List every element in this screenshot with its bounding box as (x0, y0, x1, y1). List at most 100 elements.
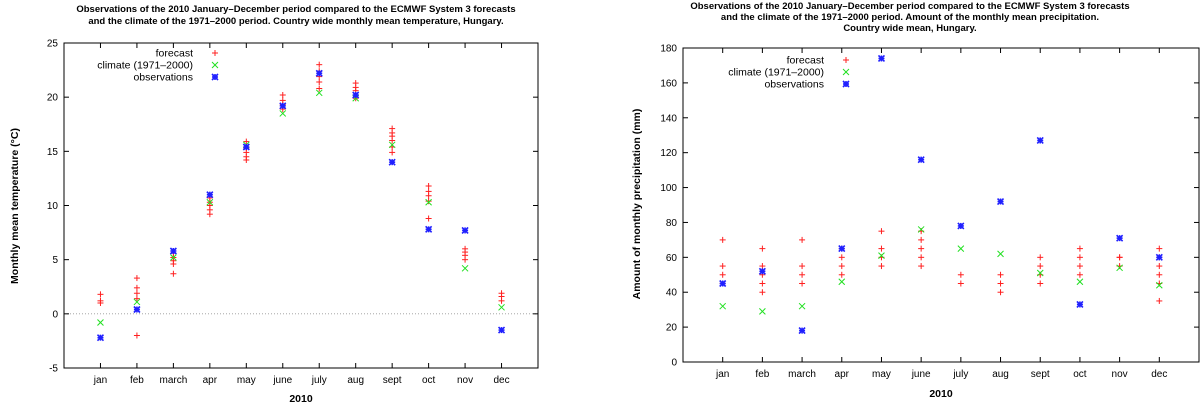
x-tick-label: march (788, 369, 816, 380)
x-tick-label: july (952, 369, 968, 380)
data-point-plus (97, 291, 104, 298)
y-tick-label: 10 (47, 201, 59, 212)
data-point-plus (918, 263, 925, 270)
data-point-star (206, 191, 214, 199)
data-point-plus (838, 263, 845, 270)
data-point-cross (759, 308, 766, 315)
plot-frame (63, 42, 539, 369)
x-tick-label: may (872, 369, 891, 380)
y-tick-label: 40 (666, 288, 678, 299)
x-tick-label: jan (715, 369, 729, 380)
legend-label: climate (1971–2000) (728, 67, 824, 79)
data-point-plus (1037, 254, 1044, 261)
data-point-plus (878, 245, 885, 252)
data-point-plus (133, 290, 140, 297)
data-point-plus (799, 271, 806, 278)
data-point-cross (388, 141, 396, 149)
data-point-star (798, 327, 806, 335)
x-tick-label: jan (93, 375, 107, 386)
data-point-plus (133, 275, 140, 282)
x-tick-label: may (237, 375, 256, 386)
data-point-plus (425, 183, 432, 189)
data-point-cross (425, 198, 432, 206)
data-point-plus (759, 289, 766, 296)
data-point-star (957, 222, 965, 230)
data-point-plus (97, 300, 104, 306)
y-tick-label: 160 (660, 78, 677, 89)
data-point-plus (170, 270, 177, 277)
data-point-plus (918, 254, 925, 261)
data-point-plus (170, 261, 177, 267)
data-point-star (169, 247, 177, 255)
data-point-cross (170, 254, 177, 261)
legend-marker (842, 80, 850, 88)
data-point-plus (243, 138, 250, 145)
data-point-cross (1036, 269, 1044, 277)
y-tick-label: -5 (49, 364, 58, 375)
x-tick-label: aug (347, 375, 364, 386)
x-tick-label: nov (457, 375, 473, 386)
data-point-plus (957, 271, 964, 278)
data-point-plus (719, 236, 726, 243)
y-tick-label: 60 (666, 253, 678, 264)
data-point-cross (315, 89, 323, 97)
x-tick-label: apr (835, 369, 850, 380)
data-point-cross (1155, 281, 1163, 289)
x-tick-label: dec (1151, 369, 1167, 380)
data-point-plus (719, 263, 726, 270)
y-tick-label: 0 (52, 309, 58, 320)
data-point-cross (133, 298, 141, 306)
y-tick-label: 0 (671, 358, 677, 369)
data-point-star (388, 158, 396, 166)
data-point-plus (719, 271, 726, 278)
data-point-cross (1116, 264, 1123, 272)
x-tick-label: sept (1031, 369, 1050, 380)
chart-title-line-1: Observations of the 2010 January–Decembe… (76, 4, 515, 15)
data-point-plus (878, 228, 885, 235)
data-point-star (1076, 300, 1084, 308)
data-point-cross (279, 110, 287, 117)
data-point-plus (759, 245, 766, 252)
chart-title-line-2: and the climate of the 1971–2000 period.… (88, 16, 503, 27)
x-tick-label: june (911, 369, 931, 380)
data-point-plus (206, 211, 213, 218)
data-point-plus (918, 245, 925, 252)
x-axis-label: 2010 (929, 388, 953, 400)
data-point-star (425, 225, 433, 233)
data-point-plus (1156, 271, 1163, 278)
data-point-star (242, 143, 250, 151)
y-tick-label: 80 (666, 218, 678, 229)
data-point-plus (1156, 245, 1163, 252)
data-point-star (461, 226, 469, 234)
data-point-star (719, 279, 727, 288)
y-tick-label: 140 (660, 113, 677, 124)
data-point-cross (838, 278, 846, 286)
data-point-plus (425, 192, 432, 199)
x-tick-label: feb (130, 375, 144, 386)
data-point-plus (799, 236, 806, 243)
data-point-plus (1076, 254, 1083, 261)
data-point-cross (957, 245, 965, 252)
legend-marker (211, 73, 219, 81)
y-tick-label: 20 (666, 323, 678, 334)
data-point-plus (425, 198, 432, 205)
data-point-plus (1076, 271, 1083, 278)
data-point-cross (461, 264, 469, 272)
y-axis-label: Monthly mean temperature (°C) (9, 128, 21, 284)
data-point-cross (1076, 278, 1084, 286)
y-tick-label: 100 (660, 183, 677, 194)
data-point-plus (279, 92, 286, 98)
legend-label: forecast (787, 55, 824, 67)
legend-marker (211, 61, 219, 69)
y-axis-label: Amount of monthly precipitation (mm) (631, 109, 643, 300)
data-point-plus (1156, 263, 1163, 270)
data-point-cross (997, 250, 1004, 258)
x-tick-label: oct (1073, 369, 1087, 380)
data-point-plus (799, 280, 806, 287)
data-point-star (352, 91, 360, 99)
data-point-plus (838, 254, 845, 261)
data-point-star (1155, 253, 1163, 261)
data-point-plus (498, 297, 505, 304)
data-point-plus (133, 332, 140, 339)
